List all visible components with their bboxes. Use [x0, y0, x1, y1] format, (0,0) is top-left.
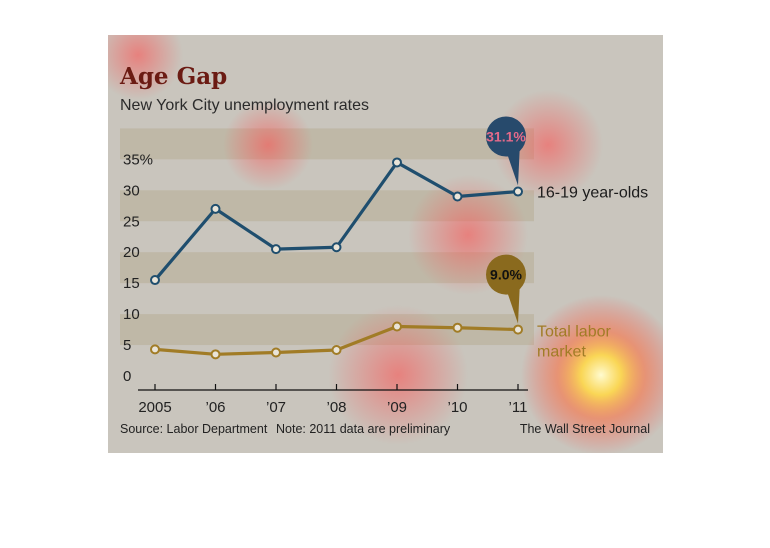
chart-card: Age Gap New York City unemployment rates… — [108, 35, 663, 453]
series-label: Total labor — [537, 324, 611, 341]
line-chart: Age Gap New York City unemployment rates… — [108, 35, 663, 453]
data-point — [513, 186, 523, 197]
data-point — [392, 157, 402, 168]
callout-bubble: 9.0% — [486, 254, 526, 324]
data-point — [150, 344, 160, 355]
data-point — [392, 321, 402, 332]
data-point — [210, 349, 221, 360]
callout-label: 9.0% — [490, 267, 522, 283]
y-tick-label: 5 — [123, 337, 131, 354]
grid-band — [120, 128, 534, 160]
callout-pointer — [506, 142, 520, 186]
y-tick-label: 35% — [123, 151, 153, 168]
data-point — [452, 322, 463, 333]
data-point — [331, 242, 342, 253]
x-tick-label: ’06 — [205, 399, 225, 416]
series-label: 16-19 year-olds — [537, 185, 648, 202]
data-point — [271, 347, 281, 358]
data-point — [452, 191, 463, 202]
y-tick-label: 10 — [123, 306, 140, 323]
x-tick-label: ’08 — [326, 399, 346, 416]
callout-bubble: 31.1% — [486, 116, 526, 186]
heat-blob — [108, 35, 183, 100]
chart-subtitle: New York City unemployment rates — [120, 97, 369, 114]
heat-blob — [223, 100, 313, 190]
source-note: Source: Labor Department — [120, 422, 268, 436]
x-tick-label: ’07 — [266, 399, 286, 416]
heat-blob — [493, 90, 603, 200]
x-tick-label: ’10 — [447, 399, 467, 416]
publisher-credit: The Wall Street Journal — [520, 422, 650, 436]
y-tick-label: 25 — [123, 213, 140, 230]
y-tick-label: 15 — [123, 275, 140, 292]
x-tick-label: ’11 — [509, 399, 528, 416]
x-tick-label: ’09 — [387, 399, 407, 416]
y-tick-label: 20 — [123, 244, 140, 261]
series-label: market — [537, 344, 586, 361]
data-point — [210, 203, 221, 214]
y-tick-label: 30 — [123, 182, 140, 199]
data-point — [331, 345, 342, 356]
grid-band — [120, 314, 534, 346]
data-point — [513, 324, 523, 335]
callout-label: 31.1% — [486, 129, 526, 145]
data-point — [150, 275, 160, 286]
x-tick-label: 2005 — [138, 399, 171, 416]
data-point — [271, 244, 281, 255]
heat-blob — [521, 295, 663, 453]
data-note: Note: 2011 data are preliminary — [276, 422, 451, 436]
y-tick-label: 0 — [123, 368, 131, 385]
chart-title: Age Gap — [119, 63, 227, 90]
callout-pointer — [506, 280, 520, 324]
